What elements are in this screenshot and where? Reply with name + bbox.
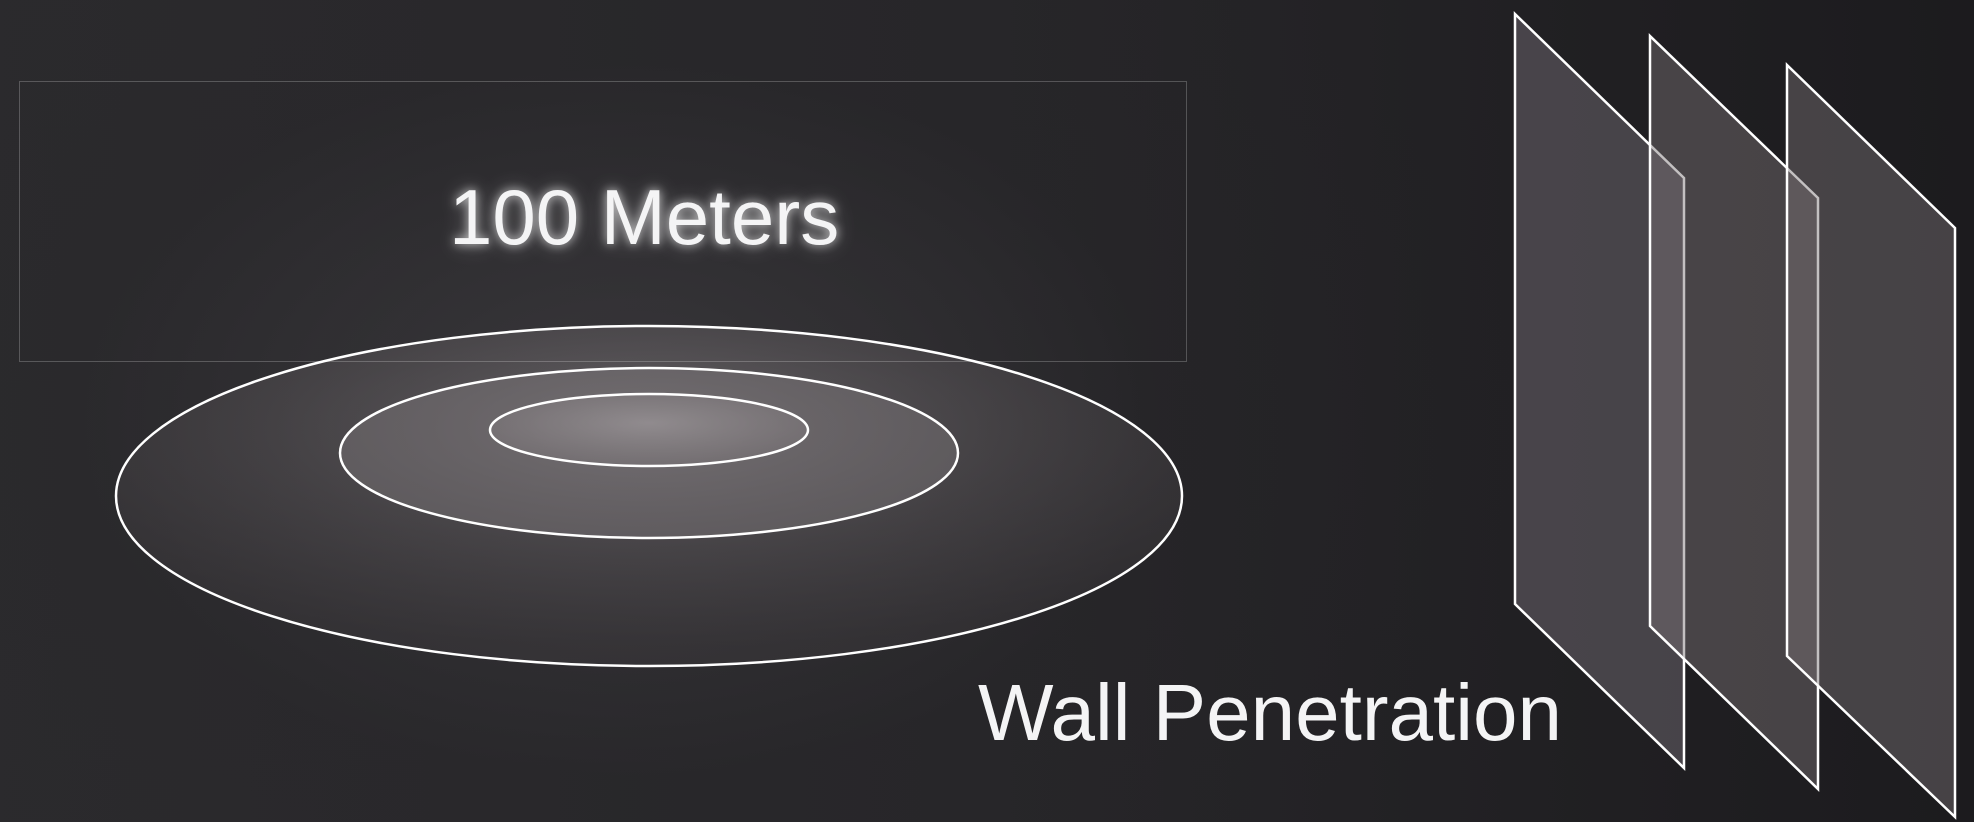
wall-penetration-label: Wall Penetration: [978, 668, 1562, 757]
wall-panel-2: [1648, 33, 1820, 792]
wall-panel-3: [1785, 62, 1957, 820]
range-label-frame: [19, 81, 1187, 362]
inner-range-ring: [488, 392, 810, 468]
wall-panels: [1513, 11, 1957, 820]
range-rings: [114, 324, 1184, 668]
wall-panel-1: [1513, 11, 1686, 771]
range-label: 100 Meters: [449, 173, 840, 261]
